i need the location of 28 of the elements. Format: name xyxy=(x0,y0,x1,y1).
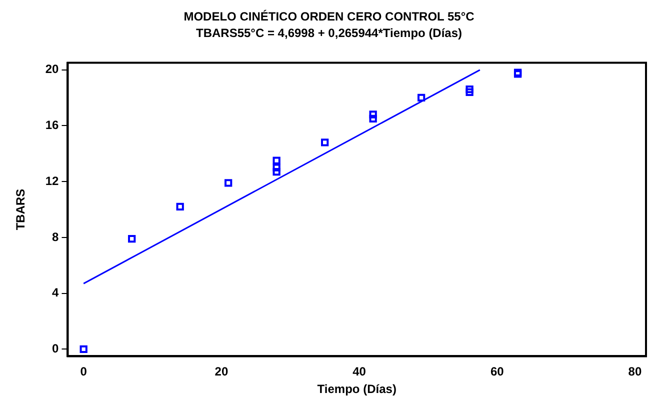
point xyxy=(369,114,377,123)
x-tick-label: 20 xyxy=(214,364,228,379)
x-axis-title: Tiempo (Días) xyxy=(317,382,396,396)
point xyxy=(272,164,280,172)
point xyxy=(320,138,329,146)
y-tick-label: 16 xyxy=(45,118,60,132)
point xyxy=(176,202,184,211)
x-tick-label: 40 xyxy=(352,364,366,379)
y-tick-label: 0 xyxy=(52,342,60,356)
y-tick-label: 4 xyxy=(52,286,60,300)
y-axis-title: TBARS xyxy=(14,188,28,230)
x-tick-label: 60 xyxy=(490,364,504,379)
point xyxy=(417,94,426,102)
x-tick-label: 80 xyxy=(628,364,642,379)
point xyxy=(466,88,474,96)
y-tick-label: 20 xyxy=(45,62,60,76)
point xyxy=(224,179,232,187)
x-tick-label: 0 xyxy=(80,364,88,379)
y-tick-label: 12 xyxy=(45,174,60,188)
point xyxy=(466,86,474,94)
point xyxy=(272,156,280,164)
point xyxy=(369,110,377,118)
point xyxy=(128,235,136,243)
y-tick-label: 8 xyxy=(52,230,60,244)
point xyxy=(80,345,88,354)
chart-title: MODELO CINÉTICO ORDEN CERO CONTROL 55°C xyxy=(184,10,475,24)
chart-subtitle: TBARS55°C = 4,6998 + 0,265944*Tiempo (Días) xyxy=(196,26,462,40)
point xyxy=(272,168,280,176)
